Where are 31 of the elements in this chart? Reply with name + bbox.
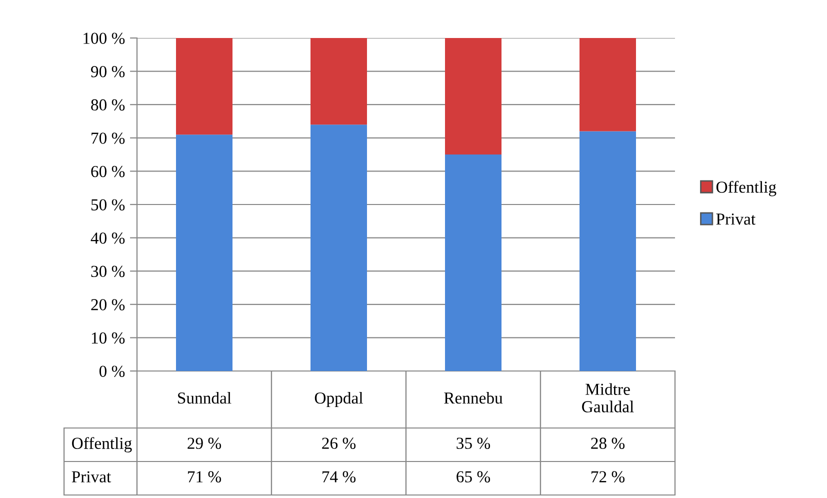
y-tick-label: 40 %	[90, 232, 125, 244]
y-tick-label: 100 %	[84, 32, 125, 44]
y-tick-label: 70 %	[92, 132, 125, 144]
data-label: 65 %	[456, 471, 490, 482]
y-tick-label: 10 %	[92, 332, 125, 344]
y-tick-label: 80 %	[91, 99, 125, 111]
data-label: 74 %	[322, 471, 356, 482]
x-tick-label: Midtre Gauldal	[582, 383, 634, 412]
data-label: 72 %	[591, 471, 625, 482]
x-tick-label: Oppdal	[314, 392, 363, 408]
data-label: 71 %	[188, 471, 222, 482]
data-label: 26 %	[322, 438, 356, 449]
legend-label: Offentlig	[716, 180, 776, 196]
y-tick-label: 0 %	[99, 366, 125, 377]
bar	[176, 38, 232, 135]
x-tick-label: Rennebu	[444, 392, 503, 404]
bar	[310, 38, 367, 125]
y-tick-label: 30 %	[91, 266, 125, 278]
legend-label: Privat	[716, 214, 756, 225]
text: Privat	[72, 471, 112, 482]
bar	[445, 38, 502, 155]
y-tick-label: 90 %	[91, 66, 125, 78]
data-label: 28 %	[591, 438, 625, 449]
y-tick-label: 20 %	[91, 299, 125, 310]
text: Offentlig	[72, 437, 132, 452]
data-label: 29 %	[188, 438, 222, 449]
x-tick-label: Sunndal	[178, 392, 232, 404]
bar	[580, 38, 636, 132]
data-label: 35 %	[456, 438, 490, 449]
y-tick-label: 60 %	[91, 166, 125, 178]
y-tick-label: 50 %	[91, 199, 125, 210]
